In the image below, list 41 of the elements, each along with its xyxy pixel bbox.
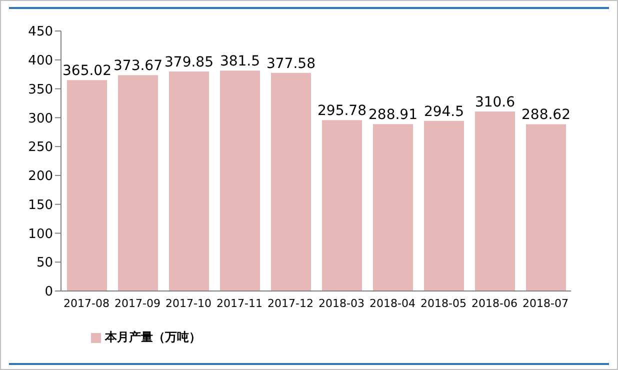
x-tick-label: 2017-11	[216, 296, 262, 310]
x-tick-label: 2017-12	[268, 296, 314, 310]
x-tick-label: 2017-10	[166, 296, 212, 310]
y-tick-label: 450	[28, 24, 53, 40]
y-tick-label: 200	[28, 169, 53, 184]
bar	[373, 124, 413, 291]
bar	[271, 72, 311, 291]
bar	[424, 120, 464, 291]
x-tick-label: 2018-03	[318, 296, 364, 310]
data-label: 295.78	[318, 103, 366, 120]
x-tick-label: 2017-09	[114, 296, 160, 310]
bar	[475, 112, 515, 291]
y-tick-label: 250	[28, 140, 53, 156]
bar	[67, 80, 107, 291]
y-tick-label: 50	[36, 256, 53, 271]
y-tick-label: 100	[28, 226, 53, 242]
data-label: 365.02	[62, 63, 112, 80]
x-tick-label: 2018-06	[472, 296, 518, 310]
bar	[118, 75, 158, 291]
x-tick-label: 2018-07	[522, 296, 568, 310]
bar	[169, 72, 209, 291]
data-label: 381.5	[220, 54, 260, 70]
y-tick-label: 400	[28, 54, 53, 69]
data-label: 288.62	[522, 107, 570, 124]
bar	[526, 124, 566, 291]
x-tick-label: 2018-04	[370, 296, 416, 310]
data-label: 288.91	[368, 107, 418, 124]
y-tick-label: 350	[28, 82, 53, 98]
y-tick-label: 150	[28, 198, 53, 213]
bar	[322, 120, 362, 291]
y-tick-label: 300	[28, 111, 53, 126]
data-label: 310.6	[474, 94, 516, 111]
data-label: 379.85	[164, 54, 214, 71]
legend-label: 本月产量（万吨）	[105, 330, 201, 344]
data-label: 373.67	[114, 58, 162, 74]
x-tick-label: 2018-05	[420, 296, 466, 310]
y-tick-label: 0	[44, 284, 53, 300]
data-label: 377.58	[266, 56, 316, 72]
bar	[220, 70, 260, 291]
x-tick-label: 2017-08	[64, 296, 110, 310]
data-label: 294.5	[424, 104, 464, 120]
